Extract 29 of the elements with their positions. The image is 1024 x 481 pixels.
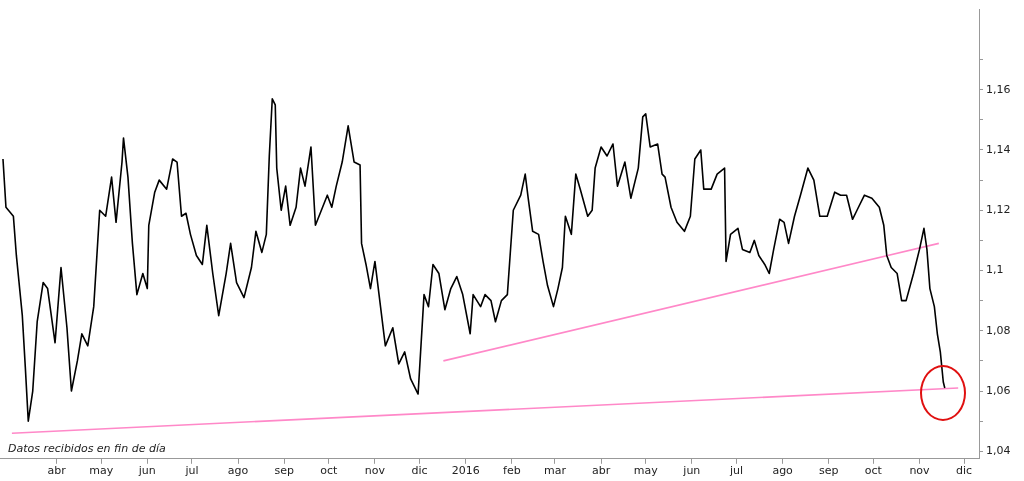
- x-tick-label: dic: [411, 464, 428, 478]
- x-tick-label: may: [633, 464, 659, 478]
- x-tick-label: abr: [47, 464, 67, 478]
- y-tick-label: 1,08: [986, 323, 1011, 337]
- y-tick-label: 1,16: [986, 82, 1011, 96]
- x-tick-label: nov: [364, 464, 386, 478]
- x-tick-label: jul: [184, 464, 199, 478]
- x-tick-label: oct: [320, 464, 339, 478]
- y-tick-label: 1,04: [986, 444, 1011, 458]
- x-tick-label: ago: [772, 464, 794, 478]
- y-tick-label: 1,12: [986, 203, 1011, 217]
- x-tick-label: mar: [543, 464, 567, 478]
- y-tick-label: 1,06: [986, 383, 1011, 397]
- x-tick-label: oct: [864, 464, 883, 478]
- x-tick-label: 2016: [451, 464, 480, 478]
- x-tick-label: nov: [909, 464, 931, 478]
- x-tick-label: ago: [227, 464, 249, 478]
- x-tick-label: may: [89, 464, 114, 478]
- x-tick-label: sep: [818, 464, 839, 478]
- annotation: Datos recibidos en fin de día: [8, 442, 166, 456]
- x-tick-label: sep: [274, 464, 294, 478]
- y-tick-label: 1,1: [986, 263, 1004, 277]
- x-tick-label: abr: [591, 464, 611, 478]
- x-tick-label: dic: [956, 464, 973, 478]
- x-tick-label: jun: [682, 464, 701, 478]
- y-tick-label: 1,14: [986, 142, 1011, 156]
- x-tick-label: jun: [137, 464, 156, 478]
- x-tick-label: jul: [728, 464, 744, 478]
- x-tick-label: feb: [503, 464, 521, 478]
